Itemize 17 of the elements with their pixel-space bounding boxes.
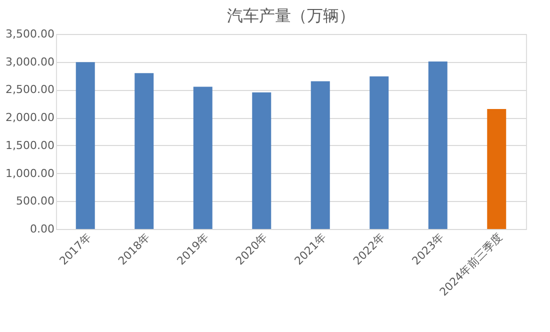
bar [252,92,272,229]
y-tick-label: 3,000.00 [6,55,54,68]
bar [487,108,506,229]
bar [310,81,330,229]
y-tick-label: 0.00 [30,222,54,236]
y-tick-label: 3,500.00 [6,28,54,40]
y-tick-label: 500.00 [16,194,54,208]
y-tick-label: 2,000.00 [6,111,54,124]
bar [193,86,212,229]
y-tick-label: 2,500.00 [6,83,54,96]
bar [134,73,154,229]
y-tick-label: 1,000.00 [6,166,54,180]
bar [76,62,95,229]
chart-title: 汽车产量（万辆） [227,6,355,25]
bar [370,76,389,229]
y-tick-label: 1,500.00 [6,138,54,152]
bar [428,61,448,229]
